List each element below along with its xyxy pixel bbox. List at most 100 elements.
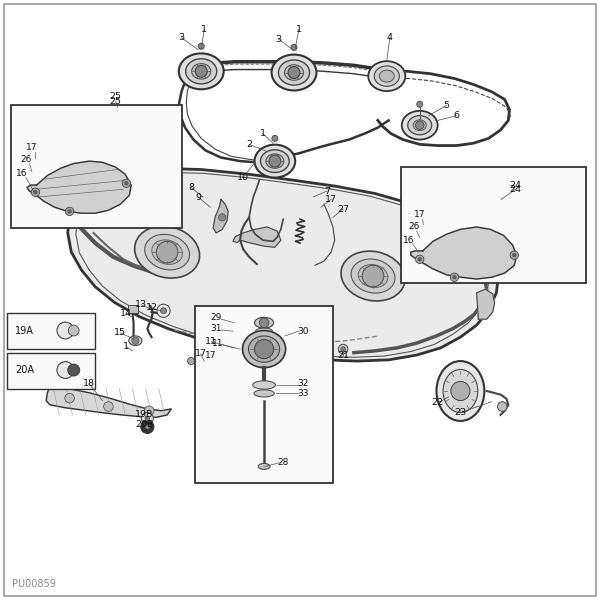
Text: 33: 33 [297, 389, 309, 398]
Ellipse shape [254, 317, 274, 328]
Ellipse shape [179, 53, 224, 89]
Circle shape [416, 121, 424, 130]
Circle shape [65, 207, 74, 215]
Circle shape [57, 322, 74, 339]
Text: 23: 23 [454, 408, 466, 417]
Text: 1: 1 [124, 342, 130, 351]
Circle shape [362, 265, 384, 287]
Circle shape [122, 179, 131, 187]
Circle shape [157, 304, 170, 317]
Circle shape [31, 188, 40, 196]
Text: 19B: 19B [135, 410, 154, 419]
Circle shape [142, 413, 154, 425]
Polygon shape [68, 169, 499, 361]
Circle shape [57, 362, 74, 379]
Polygon shape [46, 387, 171, 418]
Circle shape [510, 251, 518, 259]
Text: 1: 1 [260, 129, 266, 138]
Text: 17: 17 [325, 195, 337, 204]
Text: 16: 16 [403, 236, 415, 245]
Circle shape [132, 337, 139, 344]
Ellipse shape [254, 390, 274, 397]
Circle shape [145, 416, 150, 421]
Text: 25: 25 [110, 97, 122, 106]
Text: 31: 31 [211, 324, 222, 333]
Circle shape [68, 325, 79, 336]
Text: 20B: 20B [135, 420, 154, 429]
Text: 14: 14 [121, 308, 133, 317]
Circle shape [218, 214, 226, 221]
Circle shape [451, 382, 470, 401]
Text: 17: 17 [205, 350, 216, 359]
Ellipse shape [185, 59, 217, 84]
Bar [128, 305, 139, 313]
Text: 25: 25 [110, 92, 122, 101]
Circle shape [195, 65, 207, 77]
Ellipse shape [248, 336, 280, 362]
Ellipse shape [379, 70, 394, 82]
Text: 27: 27 [337, 205, 349, 214]
Ellipse shape [255, 332, 273, 340]
Circle shape [34, 190, 37, 194]
Ellipse shape [266, 154, 284, 169]
Text: 17: 17 [26, 143, 38, 152]
Text: 4: 4 [387, 34, 393, 43]
Ellipse shape [436, 361, 484, 421]
Circle shape [450, 273, 458, 281]
Circle shape [341, 347, 346, 352]
Text: 10: 10 [237, 173, 249, 182]
Text: 22: 22 [431, 398, 443, 407]
Text: 28: 28 [278, 458, 289, 467]
Ellipse shape [256, 328, 272, 334]
Circle shape [145, 425, 150, 430]
Circle shape [416, 255, 424, 263]
Text: 1: 1 [296, 25, 302, 34]
Polygon shape [27, 161, 131, 213]
Ellipse shape [254, 145, 295, 178]
Ellipse shape [242, 331, 286, 368]
Circle shape [104, 402, 113, 412]
Text: 9: 9 [195, 193, 201, 202]
Text: 2: 2 [246, 140, 252, 149]
Circle shape [65, 394, 74, 403]
Text: 15: 15 [115, 328, 127, 337]
Text: 29: 29 [211, 313, 222, 322]
Circle shape [288, 67, 300, 79]
Ellipse shape [278, 60, 310, 85]
Ellipse shape [258, 463, 270, 469]
Text: PU00859: PU00859 [11, 580, 56, 589]
Bar [7, 313, 95, 349]
Text: 17: 17 [414, 211, 425, 220]
Circle shape [338, 344, 348, 354]
Circle shape [145, 406, 154, 416]
Bar [401, 167, 586, 283]
Circle shape [418, 257, 422, 261]
Text: 7: 7 [324, 187, 330, 196]
Ellipse shape [152, 240, 182, 265]
Ellipse shape [413, 120, 427, 131]
Text: 26: 26 [408, 223, 419, 232]
Polygon shape [213, 199, 228, 233]
Circle shape [68, 364, 80, 376]
Text: 3: 3 [178, 34, 185, 43]
Bar [11, 106, 182, 228]
Circle shape [272, 136, 278, 142]
Text: 16: 16 [16, 169, 28, 178]
Text: 1: 1 [201, 25, 207, 34]
Polygon shape [233, 227, 281, 247]
Text: 21: 21 [337, 350, 349, 359]
Text: 12: 12 [146, 303, 158, 312]
Text: 19A: 19A [15, 326, 34, 335]
Ellipse shape [368, 61, 406, 91]
Circle shape [157, 241, 178, 263]
Ellipse shape [284, 65, 304, 80]
Circle shape [68, 209, 71, 213]
Text: 6: 6 [454, 111, 460, 120]
Text: 11: 11 [212, 338, 223, 347]
Circle shape [269, 155, 281, 167]
Circle shape [417, 101, 423, 107]
Circle shape [187, 358, 194, 365]
Text: 20A: 20A [15, 365, 34, 375]
Text: 11: 11 [205, 337, 217, 346]
Ellipse shape [402, 111, 437, 140]
